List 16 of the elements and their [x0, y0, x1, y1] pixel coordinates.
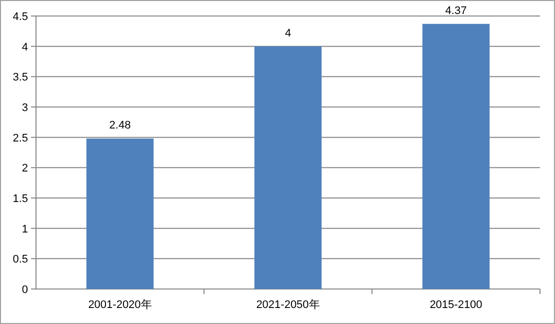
y-tick-label: 3 [22, 102, 28, 114]
y-tick-label: 0.5 [12, 254, 28, 266]
y-tick-label: 4 [22, 41, 28, 54]
y-tick-label: 2 [22, 162, 28, 175]
y-tick-label: 4.5 [12, 11, 28, 23]
x-tick-label: 2001-2020年 [88, 299, 152, 311]
y-tick-label: 3.5 [12, 72, 28, 84]
data-label: 4 [284, 27, 292, 40]
y-tick-label: 1.5 [12, 193, 28, 205]
x-tick-label: 2015-2100 [430, 299, 482, 311]
y-tick-label: 0 [22, 284, 28, 296]
y-tick-label: 2.5 [12, 132, 28, 144]
y-tick-label: 1 [22, 223, 28, 236]
data-label: 2.48 [109, 120, 131, 132]
x-tick-label: 2021-2050年 [256, 299, 320, 311]
data-label: 4.37 [445, 4, 467, 17]
